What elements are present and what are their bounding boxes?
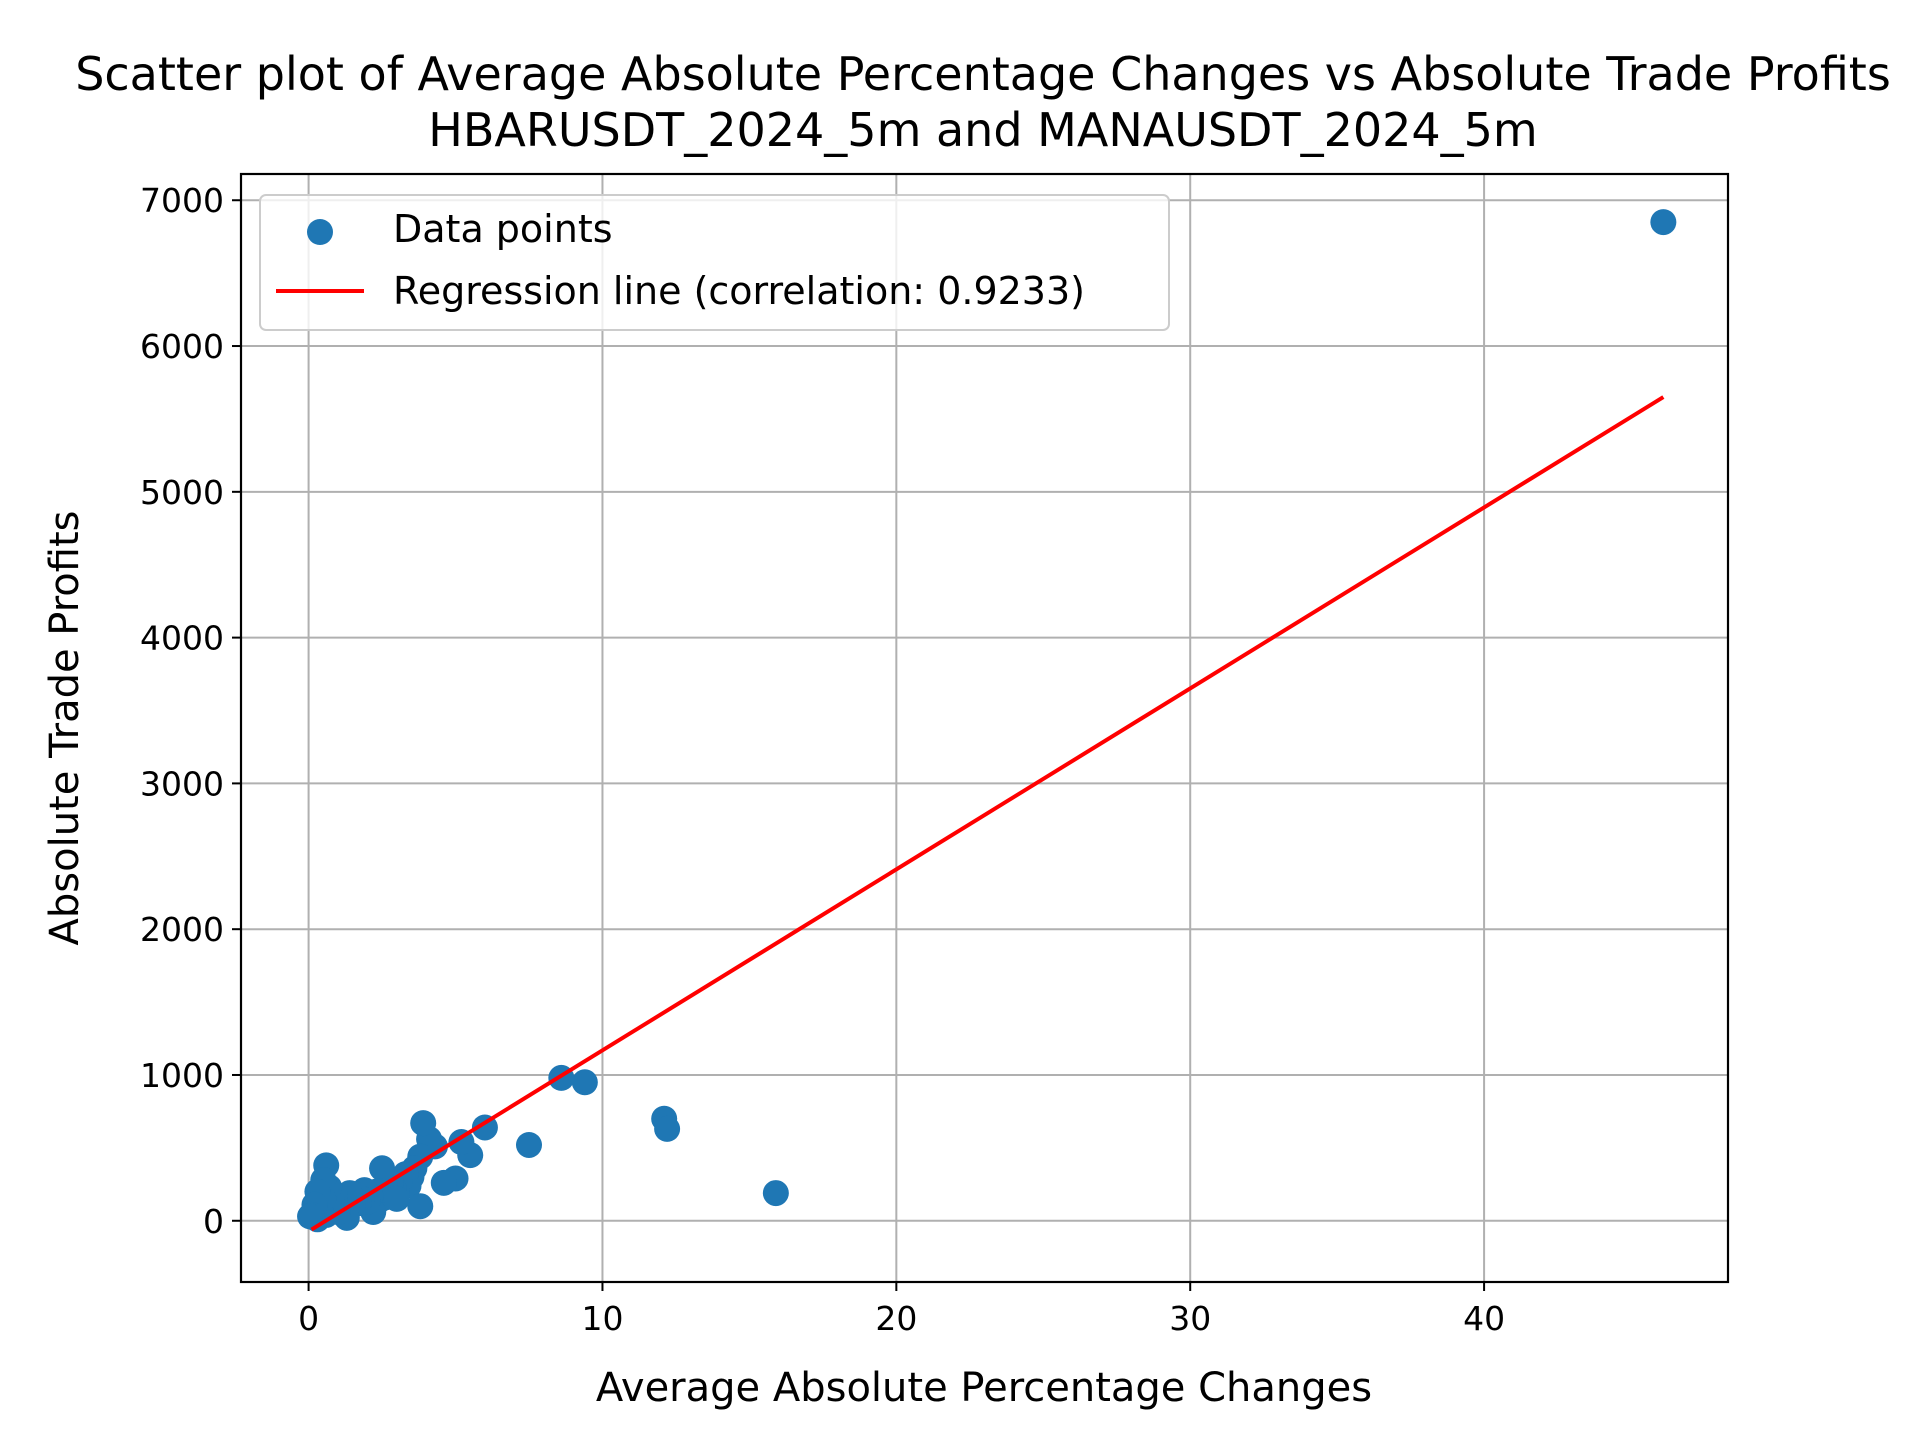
x-tick-label: 10 bbox=[581, 1299, 623, 1338]
y-tick-label: 4000 bbox=[140, 619, 224, 658]
x-tick-label: 30 bbox=[1169, 1299, 1211, 1338]
chart-subtitle: HBARUSDT_2024_5m and MANAUSDT_2024_5m bbox=[428, 103, 1537, 157]
grid-layer bbox=[241, 174, 1728, 1282]
legend-label-data-points: Data points bbox=[393, 207, 613, 251]
plot-area-frame bbox=[239, 172, 1730, 1284]
x-axis-label: Average Absolute Percentage Changes bbox=[596, 1365, 1372, 1411]
y-tick-label: 5000 bbox=[140, 473, 224, 512]
y-tick-label: 3000 bbox=[140, 764, 224, 803]
y-axis-label: Absolute Trade Profits bbox=[42, 511, 88, 946]
legend-box bbox=[259, 194, 1170, 331]
y-tick-label: 6000 bbox=[140, 327, 224, 366]
legend-marker-data-points bbox=[307, 219, 333, 245]
data-point bbox=[383, 1185, 410, 1212]
y-tick-label: 0 bbox=[203, 1202, 224, 1241]
chart-title: Scatter plot of Average Absolute Percent… bbox=[75, 47, 1891, 101]
data-point bbox=[369, 1155, 396, 1182]
series-layer bbox=[297, 209, 1677, 1233]
data-point bbox=[407, 1193, 434, 1220]
y-tick-label: 1000 bbox=[140, 1056, 224, 1095]
regression-line bbox=[310, 395, 1665, 1232]
data-point bbox=[654, 1115, 681, 1142]
data-point bbox=[430, 1169, 457, 1196]
data-point bbox=[515, 1131, 542, 1158]
y-tick-label: 2000 bbox=[140, 910, 224, 949]
legend-label-regression-line: Regression line (correlation: 0.9233) bbox=[393, 269, 1085, 313]
data-point bbox=[762, 1180, 789, 1207]
data-point bbox=[1650, 209, 1677, 236]
x-tick-label: 20 bbox=[875, 1299, 917, 1338]
data-point bbox=[571, 1069, 598, 1096]
data-point bbox=[297, 1203, 324, 1230]
x-tick-label: 40 bbox=[1463, 1299, 1505, 1338]
data-point bbox=[410, 1110, 437, 1137]
x-tick-label: 0 bbox=[298, 1299, 319, 1338]
y-tick-label: 7000 bbox=[140, 181, 224, 220]
legend: Data points Regression line (correlation… bbox=[259, 194, 1170, 331]
tick-layer: 0 10 20 30 40 0 1000 2000 3000 4000 5000 6000 7000 bbox=[140, 181, 1505, 1338]
